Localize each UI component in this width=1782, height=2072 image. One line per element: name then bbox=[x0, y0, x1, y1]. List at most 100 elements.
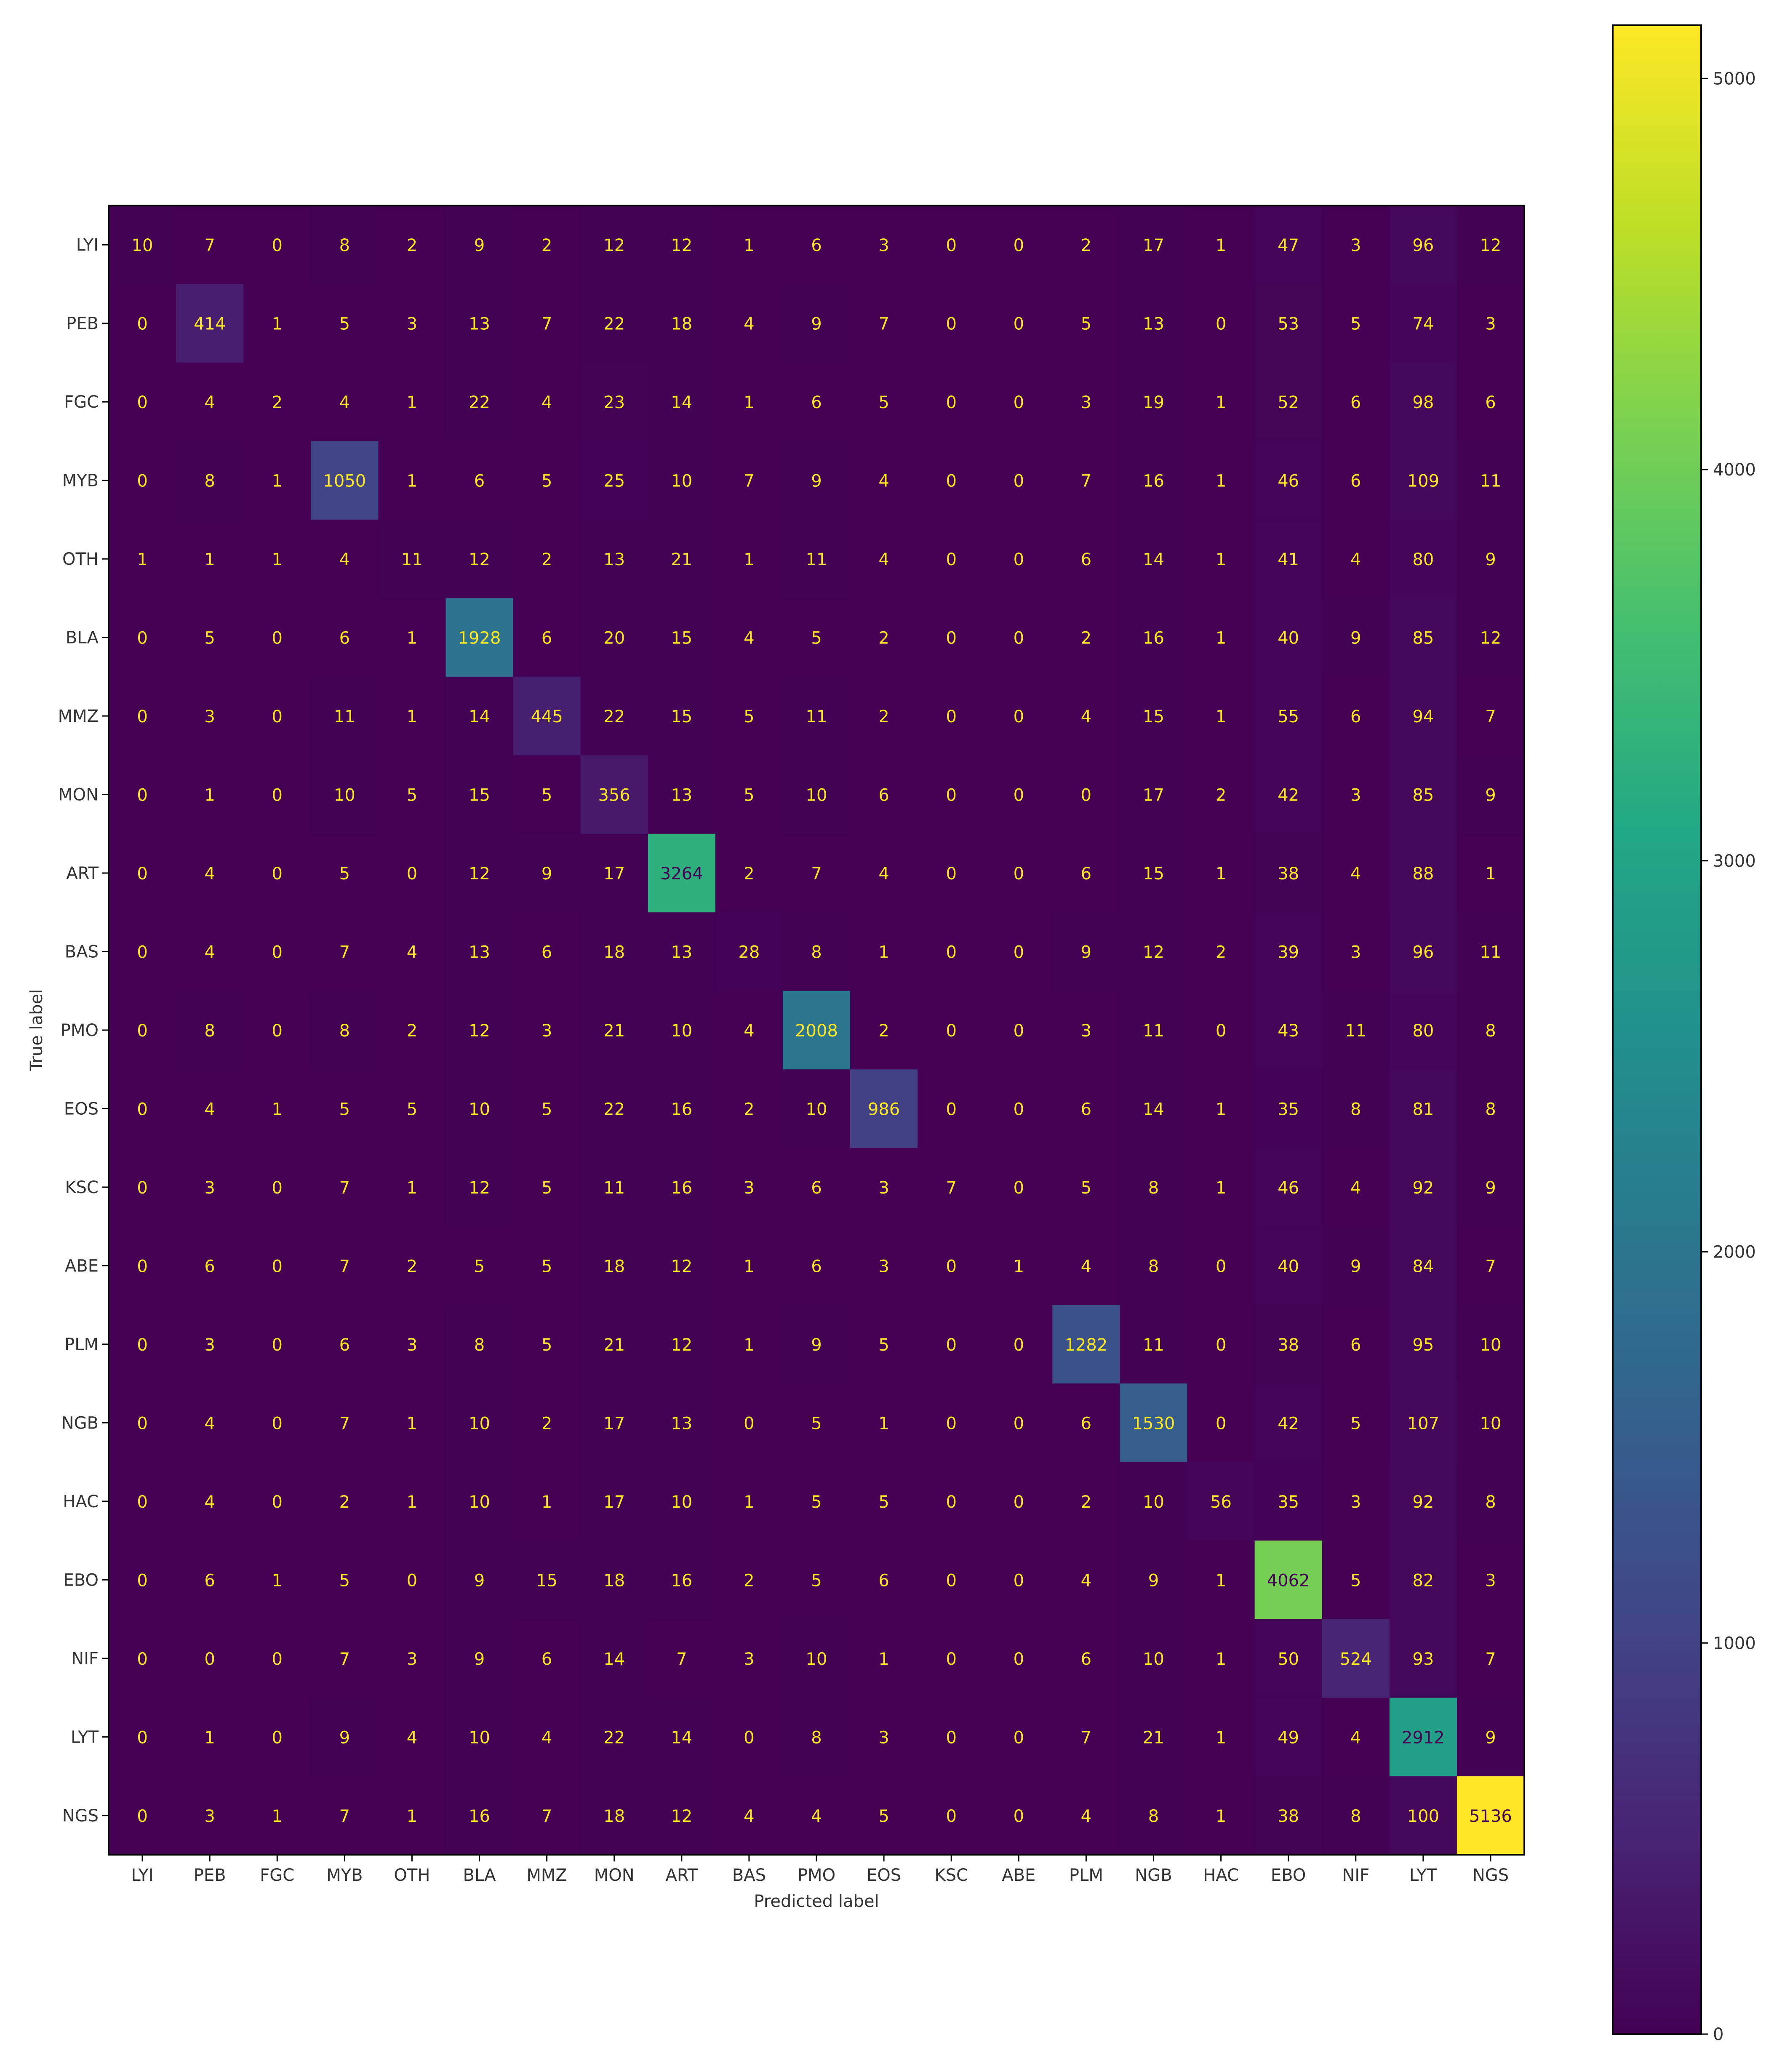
cell-value-label: 1 bbox=[272, 1807, 283, 1826]
cell-value-label: 6 bbox=[878, 786, 889, 805]
cell-value-label: 0 bbox=[272, 1178, 283, 1198]
cell-value-label: 3 bbox=[407, 1335, 417, 1355]
cell-value-label: 5 bbox=[339, 864, 350, 884]
heatmap-cell bbox=[446, 441, 514, 520]
heatmap-cell bbox=[1389, 1462, 1457, 1541]
heatmap-cell bbox=[985, 1226, 1053, 1306]
heatmap-cell bbox=[580, 206, 648, 285]
heatmap-cell bbox=[311, 441, 379, 520]
heatmap-cell bbox=[446, 1069, 514, 1148]
cell-value-label: 9 bbox=[1485, 1178, 1496, 1198]
cell-value-label: 16 bbox=[671, 1100, 692, 1119]
heatmap-cell bbox=[1322, 1148, 1390, 1227]
cell-value-label: 5 bbox=[1350, 1571, 1361, 1590]
cell-value-label: 0 bbox=[946, 1021, 956, 1041]
cell-value-label: 0 bbox=[1014, 1728, 1024, 1747]
heatmap-cell bbox=[918, 598, 985, 677]
cell-value-label: 2 bbox=[407, 236, 417, 255]
cell-value-label: 1 bbox=[204, 786, 215, 805]
cell-value-label: 10 bbox=[671, 1021, 692, 1041]
cell-value-label: 1 bbox=[1216, 629, 1226, 648]
cell-value-label: 16 bbox=[469, 1807, 490, 1826]
heatmap-cell bbox=[782, 206, 851, 285]
cell-value-label: 12 bbox=[469, 1021, 490, 1041]
heatmap-cell bbox=[109, 284, 176, 363]
cell-value-label: 5 bbox=[878, 1493, 889, 1512]
heatmap-cell bbox=[1187, 206, 1255, 285]
heatmap-cell bbox=[1187, 1226, 1255, 1306]
cell-value-label: 81 bbox=[1412, 1100, 1434, 1119]
cell-value-label: 3 bbox=[204, 707, 215, 726]
cell-value-label: 0 bbox=[272, 236, 283, 255]
heatmap-cell bbox=[109, 1069, 176, 1148]
cell-value-label: 414 bbox=[194, 315, 226, 334]
cell-value-label: 0 bbox=[272, 1650, 283, 1669]
cell-value-label: 1282 bbox=[1064, 1335, 1107, 1355]
cell-value-label: 0 bbox=[137, 1021, 147, 1041]
heatmap-cell bbox=[850, 1776, 918, 1855]
cell-value-label: 4 bbox=[204, 1414, 215, 1433]
heatmap-cell bbox=[176, 755, 244, 834]
y-tick-label: MON bbox=[58, 785, 99, 805]
heatmap-cell bbox=[1389, 206, 1457, 285]
heatmap-cell bbox=[243, 1776, 311, 1855]
x-tick-label: LYT bbox=[1409, 1866, 1437, 1885]
heatmap-cell bbox=[918, 1541, 985, 1620]
cell-value-label: 7 bbox=[1081, 472, 1091, 491]
heatmap-cell bbox=[513, 1541, 581, 1620]
heatmap-cell bbox=[1120, 284, 1188, 363]
heatmap-cell bbox=[580, 1462, 648, 1541]
cell-value-label: 1 bbox=[1485, 864, 1496, 884]
heatmap-cell bbox=[513, 1619, 581, 1698]
heatmap-cell bbox=[1457, 441, 1525, 520]
cell-value-label: 9 bbox=[1485, 786, 1496, 805]
cell-value-label: 9 bbox=[811, 1335, 822, 1355]
heatmap-cell bbox=[311, 1698, 379, 1777]
cell-value-label: 0 bbox=[1014, 786, 1024, 805]
cell-value-label: 0 bbox=[137, 629, 147, 648]
heatmap-cell bbox=[985, 362, 1053, 442]
heatmap-cell bbox=[1322, 1305, 1390, 1384]
heatmap-cell bbox=[1052, 1462, 1120, 1541]
heatmap-cell bbox=[1052, 1383, 1120, 1463]
cell-value-label: 4 bbox=[204, 1100, 215, 1119]
cell-value-label: 0 bbox=[272, 707, 283, 726]
cell-value-label: 0 bbox=[1014, 236, 1024, 255]
cell-value-label: 11 bbox=[806, 707, 827, 726]
heatmap-cell bbox=[782, 1619, 851, 1698]
cell-value-label: 0 bbox=[137, 1257, 147, 1276]
cell-value-label: 16 bbox=[1143, 472, 1164, 491]
heatmap-cell bbox=[311, 1148, 379, 1227]
heatmap-cell bbox=[1187, 1148, 1255, 1227]
heatmap-cell bbox=[513, 991, 581, 1070]
cell-value-label: 80 bbox=[1412, 1021, 1434, 1041]
cell-value-label: 6 bbox=[339, 1335, 350, 1355]
cell-value-label: 0 bbox=[137, 786, 147, 805]
heatmap-cell bbox=[1052, 1776, 1120, 1855]
heatmap-cell bbox=[1457, 598, 1525, 677]
cell-value-label: 1 bbox=[1216, 236, 1226, 255]
heatmap-cell bbox=[1457, 833, 1525, 913]
cell-value-label: 1928 bbox=[458, 629, 501, 648]
cell-value-label: 9 bbox=[339, 1728, 350, 1747]
heatmap-cell bbox=[580, 1148, 648, 1227]
heatmap-cell bbox=[985, 206, 1053, 285]
heatmap-cell bbox=[918, 1383, 985, 1463]
heatmap-cell bbox=[513, 755, 581, 834]
heatmap-cell bbox=[715, 1069, 783, 1148]
cell-value-label: 5 bbox=[542, 786, 552, 805]
y-tick-label: LYT bbox=[71, 1728, 99, 1747]
heatmap-cell bbox=[311, 362, 379, 442]
heatmap-cell bbox=[782, 1069, 851, 1148]
y-tick-label: MMZ bbox=[58, 707, 99, 726]
cell-value-label: 10 bbox=[1480, 1335, 1501, 1355]
heatmap-cell bbox=[918, 1305, 985, 1384]
heatmap-cell bbox=[446, 912, 514, 991]
heatmap-cell bbox=[378, 598, 446, 677]
heatmap-cell bbox=[850, 676, 918, 756]
cell-value-label: 0 bbox=[1014, 1178, 1024, 1198]
heatmap-cell bbox=[378, 519, 446, 598]
heatmap-cell bbox=[1389, 1383, 1457, 1463]
heatmap-cell bbox=[446, 206, 514, 285]
heatmap-cell bbox=[446, 755, 514, 834]
